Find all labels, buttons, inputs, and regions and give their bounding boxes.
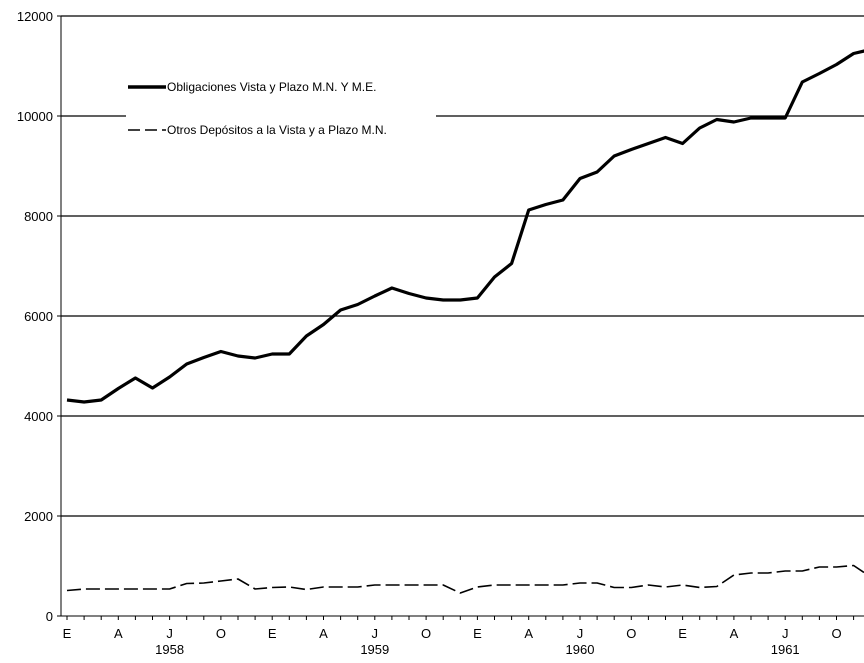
x-year-label: 1960: [566, 642, 595, 657]
series-line-otros-depositos: [66, 564, 864, 594]
x-month-label: E: [268, 626, 277, 641]
x-month-label: E: [473, 626, 482, 641]
x-month-label: A: [524, 626, 533, 641]
x-month-label: E: [63, 626, 72, 641]
x-month-label: A: [114, 626, 123, 641]
y-ticks: 0 2000 4000 6000 8000 10000 12000: [17, 9, 61, 624]
x-month-label: A: [730, 626, 739, 641]
y-tick-label: 0: [46, 609, 53, 624]
x-month-label: J: [782, 626, 789, 641]
x-ticks: E A J O E A J O E A J O E A J O 1958 1959 1960 1961: [63, 616, 855, 657]
x-month-label: A: [319, 626, 328, 641]
x-year-label: 1961: [771, 642, 800, 657]
y-tick-label: 2000: [24, 509, 53, 524]
y-tick-label: 12000: [17, 9, 53, 24]
series-line-obligaciones: [66, 49, 864, 404]
x-month-label: E: [678, 626, 687, 641]
y-tick-label: 8000: [24, 209, 53, 224]
y-tick-label: 4000: [24, 409, 53, 424]
x-month-label: O: [216, 626, 226, 641]
x-month-label: O: [831, 626, 841, 641]
x-month-label: J: [577, 626, 584, 641]
legend-label-obligaciones: Obligaciones Vista y Plazo M.N. Y M.E.: [167, 80, 376, 94]
series-layer: [66, 49, 864, 594]
x-month-label: J: [166, 626, 173, 641]
x-year-label: 1958: [155, 642, 184, 657]
legend-background: [126, 70, 436, 150]
y-tick-label: 6000: [24, 309, 53, 324]
legend-label-otros-depositos: Otros Depósitos a la Vista y a Plazo M.N…: [167, 123, 387, 137]
x-month-label: O: [626, 626, 636, 641]
legend: Obligaciones Vista y Plazo M.N. Y M.E. O…: [126, 70, 436, 150]
x-year-label: 1959: [360, 642, 389, 657]
y-tick-label: 10000: [17, 109, 53, 124]
x-month-label: O: [421, 626, 431, 641]
x-month-label: J: [372, 626, 379, 641]
